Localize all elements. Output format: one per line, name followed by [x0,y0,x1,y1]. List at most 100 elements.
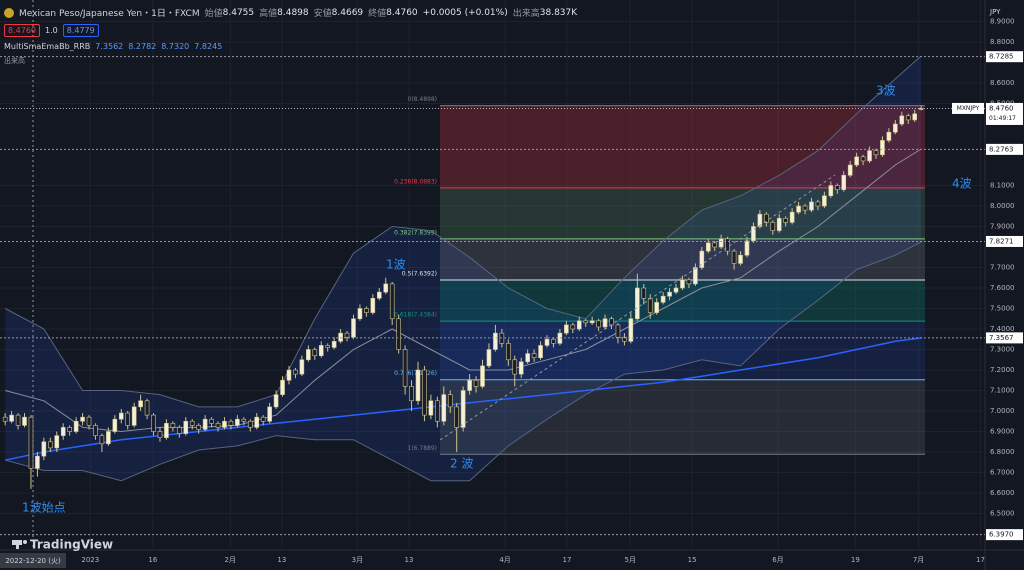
candle-body [796,205,801,213]
sell-price[interactable]: 8.4760 [4,24,40,37]
y-tick-label: 7.5000 [990,305,1015,313]
ohlc-label: 安値 [313,9,332,19]
y-tick-label: 8.9000 [990,18,1015,26]
annotation: 1波 [386,258,406,272]
annotation: 3波 [876,84,896,98]
candle-body [215,423,221,428]
x-tick-label: 17 [976,556,985,564]
x-tick-label: 5月 [624,556,635,564]
ohlc-value: 8.4898 [277,7,309,18]
candle-body [144,400,150,416]
candle-body [764,213,769,223]
candle-body [673,287,679,293]
annotation: 2 波 [450,457,473,471]
price-label-box [986,235,1023,247]
candle-body [331,341,337,348]
candle-body [860,156,866,162]
indicator-row: MultiSmaEmaBb_RRB 7.3562 8.2782 8.7320 7… [4,42,222,51]
candle-body [106,431,111,445]
candle-body [118,412,124,420]
x-tick-label: 15 [688,556,697,564]
candle-body [376,291,382,299]
candle-body [512,359,518,375]
candle-body [28,416,34,469]
x-tick-label: 16 [148,556,157,564]
indicator-value: 7.3562 [95,42,124,51]
candle-body [776,218,782,231]
candle-body [409,386,414,402]
x-tick-label: 17 [563,556,572,564]
price-label: 7.3567 [989,334,1014,342]
y-tick-label: 8.1000 [990,182,1015,190]
candle-body [247,420,253,428]
candle-body [467,379,472,391]
candle-body [783,218,788,223]
candle-body [318,345,324,356]
candle-body [364,308,369,313]
candle-body [86,416,92,426]
candle-body [325,345,330,348]
price-label: 6.3970 [989,531,1014,539]
candle-body [73,420,79,432]
candle-body [293,369,298,375]
candle-body [80,416,85,422]
symbol-icon [4,7,14,18]
candle-body [551,338,556,344]
candle-body [738,254,743,264]
candle-body [370,297,376,313]
candle-body [718,238,724,248]
candle-body [170,423,176,428]
candle-body [525,353,530,363]
candle-body [93,425,98,436]
candle-body [667,291,672,297]
candle-body [615,324,621,338]
fib-label: 1(6.7889) [408,445,438,452]
price-label: 8.2763 [989,145,1014,153]
candle-body [447,394,453,408]
candle-body [422,369,427,416]
candle-body [647,297,653,313]
candle-body [789,211,795,223]
candle-body [164,423,169,438]
band-upper [4,55,922,408]
candle-body [518,361,524,375]
candle-body [112,418,118,432]
x-tick-label: 13 [277,556,286,564]
y-tick-label: 7.3000 [990,346,1015,354]
buy-price[interactable]: 8.4779 [62,24,99,37]
volume-pane-label: 出来高 [4,57,25,65]
x-tick-label: 4月 [499,556,510,564]
candle-body [873,150,879,156]
candle-body [99,435,105,445]
candle-body [854,156,859,166]
candle-body [273,394,279,408]
candle-body [912,113,917,121]
candle-body [299,359,305,375]
ohlc-label: 高値 [259,9,278,19]
candle-body [41,441,47,457]
candle-body [196,425,201,430]
brand: TradingView [30,538,113,552]
y-tick-label: 7.1000 [990,387,1015,395]
ohlc-label: 始値 [204,9,223,19]
candle-body [222,420,227,428]
candle-body [802,205,808,211]
candle-body [538,345,543,359]
candle-body [725,238,730,252]
candle-body [254,416,260,428]
candle-body [660,295,666,303]
fib-label: 0.236(8.0883) [394,178,437,185]
y-tick-label: 6.8000 [990,448,1015,456]
volume-label: 出来高 [512,9,540,19]
candle-body [531,353,537,359]
candle-body [744,240,750,256]
y-tick-label: 8.8000 [990,38,1015,46]
candle-body [428,400,434,416]
candle-body [570,324,576,330]
candle-body [54,435,60,449]
trade-row: 8.4760 1.0 8.4779 [4,24,99,37]
band-fill [5,56,922,481]
candle-body [344,332,350,338]
fib-label: 0(8.4898) [408,96,438,103]
